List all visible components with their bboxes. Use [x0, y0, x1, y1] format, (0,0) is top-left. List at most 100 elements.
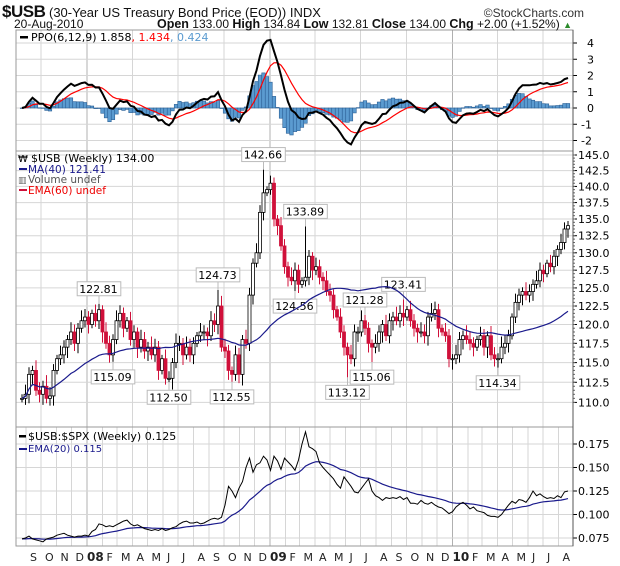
ppo-histogram-bar — [362, 100, 368, 109]
candle-down — [310, 255, 315, 271]
ppo-histogram-bar — [474, 105, 480, 109]
ppo-histogram-bar — [296, 107, 301, 131]
ppo-histogram-bar — [170, 107, 175, 112]
ppo-histogram-bar — [103, 107, 109, 119]
ppo-histogram-bar — [387, 98, 392, 109]
ppo-histogram-bar — [282, 107, 287, 128]
candle-down — [338, 316, 343, 333]
ppo-histogram-bar — [464, 106, 469, 109]
candle-up — [517, 294, 521, 303]
price-axis-label: 127.5 — [578, 264, 610, 277]
x-axis-month-label: A — [198, 551, 206, 564]
x-axis-month-label: A — [137, 551, 145, 564]
candle-up — [391, 316, 395, 322]
price-axis-label: 137.5 — [578, 197, 610, 210]
price-annotation-low: 113.12 — [328, 386, 367, 399]
x-axis-month-label: J — [166, 551, 170, 564]
price-annotation-low: 124.56 — [275, 300, 314, 313]
ppo-histogram-bar — [467, 106, 473, 109]
x-axis-month-label: 10 — [453, 550, 470, 564]
candle-up — [83, 316, 87, 322]
candle-down — [181, 342, 185, 356]
x-axis-month-label: 08 — [87, 550, 104, 564]
x-axis-month-label: S — [396, 551, 403, 564]
candle-down — [342, 331, 346, 348]
candle-down — [482, 335, 486, 348]
annotation-box — [349, 369, 395, 385]
ppo-histogram-bar — [159, 107, 165, 114]
candle-down — [408, 309, 413, 322]
candle-up — [538, 269, 542, 282]
ppo-histogram-bar — [264, 76, 270, 109]
ppo-histogram-bar — [96, 107, 102, 109]
ppo-histogram-bar — [121, 107, 126, 111]
ppo-histogram-bar — [37, 107, 42, 109]
annotation-box — [90, 369, 136, 385]
price-annotation-low: 115.09 — [93, 371, 132, 384]
ppo-histogram-bar — [271, 96, 277, 109]
x-axis-month-label: J — [181, 551, 185, 564]
candle-up — [55, 358, 59, 371]
price-annotation-high: 124.73 — [198, 269, 237, 282]
candle-up — [398, 312, 402, 322]
x-axis-month-label: J — [546, 551, 550, 564]
ratio-ema-line — [22, 461, 569, 540]
chg-label: Chg — [449, 17, 474, 31]
candle-up — [184, 346, 189, 356]
candle-up — [167, 377, 171, 380]
x-axis-month-label: O — [45, 551, 54, 564]
candle-up — [261, 192, 266, 213]
price-annotation-high: 142.66 — [244, 149, 283, 162]
candle-down — [317, 266, 322, 278]
candle-down — [128, 320, 133, 340]
ppo-histogram — [19, 72, 571, 136]
candle-up — [62, 346, 66, 356]
price-axis-label: 145.0 — [578, 149, 610, 162]
price-axis-label: 135.0 — [578, 213, 610, 226]
candle-up — [352, 331, 357, 360]
x-axis-month-label: A — [319, 551, 327, 564]
candle-up — [307, 255, 311, 278]
price-annotation-high: 121.28 — [345, 294, 384, 307]
candle-down — [321, 276, 325, 282]
candle-up — [475, 339, 479, 348]
ppo-histogram-bar — [366, 102, 371, 109]
x-axis-month-label: D — [441, 551, 449, 564]
candle-down — [443, 331, 448, 337]
candle-down — [363, 320, 367, 329]
annotation-box — [76, 281, 122, 297]
candle-up — [160, 358, 164, 371]
candle-up — [555, 248, 560, 257]
close-label: Close — [371, 17, 406, 31]
ppo-signal-line — [21, 62, 569, 134]
annotation-box — [195, 267, 241, 283]
ema-legend: EMA(60) undef — [28, 185, 106, 197]
candle-down — [370, 342, 374, 348]
ppo-histogram-bar — [177, 101, 182, 109]
candle-down — [279, 225, 283, 247]
candle-up — [202, 331, 206, 334]
candle-down — [447, 335, 451, 360]
ppo-legend: PPO(6,12,9) 1.858, 1.434, 0.424 — [31, 31, 208, 44]
x-axis-month-label: M — [334, 551, 344, 564]
ppo-histogram-bar — [212, 102, 217, 109]
candle-up — [254, 252, 259, 264]
price-legend: $USB (Weekly) 134.00 — [31, 152, 154, 165]
ppo-histogram-bar — [516, 93, 522, 109]
price-axis-label: 142.5 — [578, 165, 610, 178]
price-annotation-high: 122.81 — [79, 283, 118, 296]
candle-down — [223, 346, 227, 352]
ppo-histogram-bar — [128, 107, 133, 113]
candle-up — [503, 342, 507, 348]
candle-up — [426, 316, 430, 337]
copyright: ©StockCharts.com — [483, 6, 584, 20]
ppo-histogram-bar — [460, 107, 466, 109]
ppo-histogram-bar — [117, 107, 123, 110]
candle-down — [296, 269, 301, 285]
x-axis-month-label: F — [290, 551, 296, 564]
candle-down — [93, 312, 98, 322]
candle-up — [513, 301, 518, 318]
close-value: 134.00 — [409, 17, 446, 31]
price-axis-label: 140.0 — [578, 180, 610, 193]
